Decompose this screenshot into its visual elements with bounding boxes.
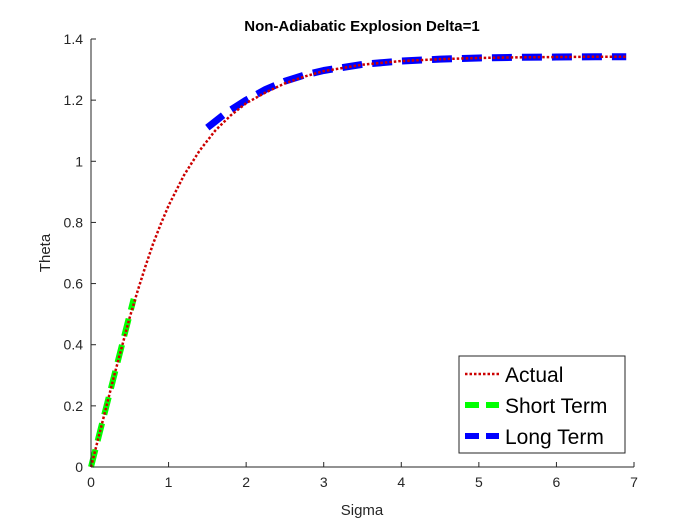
legend: Actual Short Term Long Term [458, 355, 626, 454]
x-tick-label: 6 [553, 474, 561, 490]
x-axis-title: Sigma [341, 502, 384, 519]
x-tick-label: 7 [630, 474, 638, 490]
series-layer [88, 53, 627, 468]
x-tick-label: 2 [242, 474, 250, 490]
y-tick-label: 1 [75, 153, 83, 169]
y-axis-title: Theta [37, 233, 54, 272]
x-tick-label: 0 [87, 474, 95, 490]
y-tick-label: 0 [75, 459, 83, 475]
legend-label-long-term: Long Term [505, 426, 604, 449]
chart-title: Non-Adiabatic Explosion Delta=1 [244, 18, 479, 35]
axes-layer: 0 1 2 3 4 5 6 7 0 0.2 0.4 0.6 0.8 1 1.2 1.4 [64, 31, 639, 490]
y-tick-label: 0.8 [64, 214, 84, 230]
legend-label-actual: Actual [505, 364, 563, 387]
legend-label-short-term: Short Term [505, 395, 607, 418]
x-tick-label: 3 [320, 474, 328, 490]
y-tick-label: 0.2 [64, 398, 84, 414]
x-tick-label: 4 [397, 474, 405, 490]
series-line-actual [89, 55, 627, 468]
y-tick-label: 1.4 [64, 31, 84, 47]
y-tick-label: 0.6 [64, 276, 84, 292]
y-tick-label: 1.2 [64, 92, 84, 108]
x-tick-label: 1 [165, 474, 173, 490]
y-tick-label: 0.4 [64, 337, 84, 353]
x-tick-label: 5 [475, 474, 483, 490]
